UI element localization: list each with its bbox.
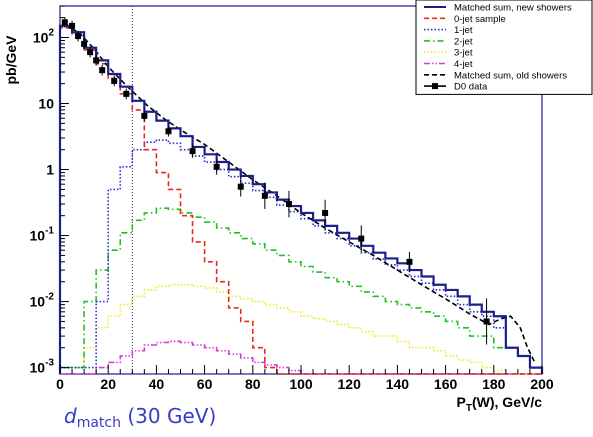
data-point bbox=[99, 67, 106, 74]
y-tick-label: 10-1 bbox=[30, 226, 55, 244]
data-point bbox=[483, 318, 490, 325]
series-jet4 bbox=[60, 340, 542, 375]
y-tick-label: 10-2 bbox=[30, 292, 55, 310]
legend-label: 1-jet bbox=[454, 25, 473, 36]
caption-symbol: d bbox=[64, 404, 77, 428]
data-point bbox=[111, 77, 118, 84]
data-point bbox=[81, 40, 88, 47]
y-tick-label: 10-3 bbox=[30, 358, 55, 376]
data-point bbox=[358, 235, 365, 242]
data-points-group bbox=[61, 17, 490, 345]
legend-label: 4-jet bbox=[454, 59, 473, 70]
series-jet1 bbox=[59, 139, 543, 374]
x-tick-label: 80 bbox=[245, 376, 261, 392]
x-tick-label: 200 bbox=[530, 376, 554, 392]
data-point bbox=[75, 33, 82, 40]
data-point bbox=[165, 128, 172, 135]
x-tick-label: 120 bbox=[338, 376, 362, 392]
x-tick-label: 20 bbox=[100, 376, 116, 392]
legend-label: 2-jet bbox=[454, 36, 473, 47]
x-tick-label: 180 bbox=[482, 376, 506, 392]
data-point bbox=[141, 112, 148, 119]
x-tick-label: 160 bbox=[434, 376, 458, 392]
axes-group: 0 20 40 60 80 100 120 140 160 180 200 10-3 10-2 10-1 1… bbox=[3, 5, 554, 414]
x-tick-label: 0 bbox=[56, 376, 64, 392]
y-axis-label: pb/GeV bbox=[3, 35, 19, 85]
caption: dmatch (30 GeV) bbox=[64, 404, 216, 431]
y-tick-label: 10 bbox=[38, 96, 54, 112]
legend-label: 3-jet bbox=[454, 48, 473, 59]
series-jet0 bbox=[59, 27, 542, 375]
data-point bbox=[406, 258, 413, 265]
data-point bbox=[123, 90, 130, 97]
series-jet3 bbox=[59, 283, 542, 375]
x-tick-label: 100 bbox=[289, 376, 313, 392]
y-tick-label: 1 bbox=[46, 162, 54, 178]
y-tick-label: 102 bbox=[33, 27, 55, 45]
data-point bbox=[61, 19, 68, 26]
data-point bbox=[322, 209, 329, 216]
series-matched_new bbox=[58, 24, 544, 374]
legend-label: D0 data bbox=[454, 82, 488, 93]
legend-label: Matched sum, old showers bbox=[454, 70, 567, 81]
data-point bbox=[69, 22, 76, 29]
data-point bbox=[237, 183, 244, 190]
data-point bbox=[213, 163, 220, 170]
legend-marker bbox=[432, 83, 438, 90]
caption-subscript: match bbox=[76, 415, 121, 431]
legend-box bbox=[415, 0, 593, 95]
legend-label: Matched sum, new showers bbox=[454, 3, 572, 14]
legend-label: 0-jet sample bbox=[454, 14, 506, 25]
series-group bbox=[58, 24, 544, 375]
caption-text: (30 GeV) bbox=[127, 404, 217, 428]
data-point bbox=[261, 192, 268, 199]
x-axis-label: PT(W), GeV/c bbox=[457, 394, 543, 414]
data-point bbox=[285, 201, 292, 208]
data-point bbox=[93, 57, 100, 64]
x-tick-label: 140 bbox=[386, 376, 410, 392]
data-point bbox=[87, 49, 94, 56]
x-tick-label: 40 bbox=[149, 376, 165, 392]
x-tick-label: 60 bbox=[197, 376, 213, 392]
data-point bbox=[189, 148, 196, 155]
series-jet2 bbox=[59, 207, 543, 374]
